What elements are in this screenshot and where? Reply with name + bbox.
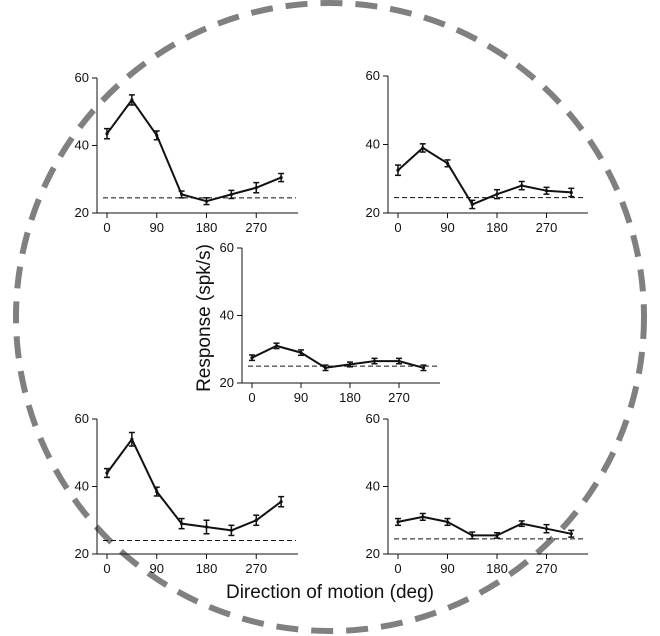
x-tick-label: 90 [440, 220, 454, 235]
tuning-curve-line [251, 344, 424, 369]
x-tick-label: 0 [394, 220, 401, 235]
data-point [229, 528, 233, 532]
data-point [180, 522, 184, 526]
data-point [421, 515, 425, 519]
y-tick-label: 20 [75, 546, 89, 561]
x-axis-title: Direction of motion (deg) [226, 582, 434, 603]
tuning-panel-bottom-left: 20 40 60 0 90 180 270 [75, 411, 298, 576]
data-point [544, 189, 549, 193]
tuning-panel-center: 20 40 60 0 90 180 270 [220, 240, 440, 405]
data-point [470, 533, 474, 538]
y-tick-label: 40 [75, 138, 89, 153]
y-axis-title: Response (spk/s) [194, 244, 215, 392]
data-point [569, 190, 573, 195]
data-point [155, 133, 159, 137]
y-tick-label: 60 [75, 70, 89, 85]
tuning-curve-line [106, 438, 282, 532]
y-tick-label: 40 [75, 479, 89, 494]
data-point [105, 132, 109, 136]
data-point [544, 527, 549, 531]
tuning-curve-line [397, 146, 572, 206]
data-point [372, 359, 377, 363]
data-point [204, 199, 209, 203]
x-tick-label: 180 [486, 561, 508, 576]
y-tick-label: 20 [75, 205, 89, 220]
x-tick-label: 0 [103, 561, 110, 576]
x-tick-label: 270 [536, 561, 558, 576]
x-tick-label: 90 [440, 561, 454, 576]
y-tick-label: 20 [366, 205, 380, 220]
data-point [396, 520, 400, 524]
data-point [470, 202, 474, 207]
data-point [421, 366, 426, 370]
x-tick-label: 90 [150, 561, 164, 576]
data-point [569, 532, 573, 536]
data-point [155, 489, 159, 494]
data-point [421, 146, 425, 150]
data-point [279, 500, 283, 504]
tuning-panel-bottom-right: 20 40 60 0 90 180 270 [366, 411, 588, 576]
data-point [520, 522, 524, 526]
y-tick-label: 20 [366, 546, 380, 561]
x-tick-label: 270 [388, 390, 410, 405]
data-point [397, 359, 401, 363]
data-point [445, 520, 450, 524]
data-point [348, 362, 352, 367]
data-point [520, 184, 524, 188]
x-tick-label: 270 [245, 220, 267, 235]
x-tick-label: 0 [103, 220, 110, 235]
data-point [495, 533, 499, 538]
y-tick-label: 40 [220, 308, 234, 323]
y-tick-label: 60 [220, 240, 234, 255]
data-point [323, 366, 328, 370]
x-tick-label: 270 [245, 561, 267, 576]
data-point [274, 344, 279, 348]
x-tick-label: 180 [196, 561, 218, 576]
y-tick-label: 40 [366, 479, 380, 494]
data-point [495, 192, 499, 196]
data-point [254, 518, 258, 522]
tuning-curve-line [106, 98, 282, 203]
x-tick-label: 180 [339, 390, 361, 405]
y-tick-label: 60 [366, 411, 380, 426]
receptive-field-circle [13, 0, 647, 634]
data-point [445, 161, 450, 165]
y-tick-label: 40 [366, 137, 380, 152]
x-tick-label: 90 [294, 390, 308, 405]
x-tick-label: 180 [196, 220, 218, 235]
y-tick-label: 60 [75, 411, 89, 426]
data-point [254, 186, 258, 190]
data-point [229, 192, 233, 197]
tuning-curve-line [397, 515, 572, 537]
data-point [250, 356, 254, 360]
data-point [130, 98, 134, 102]
data-point [180, 192, 184, 197]
x-tick-label: 270 [536, 220, 558, 235]
y-tick-label: 60 [366, 68, 380, 83]
x-tick-label: 0 [248, 390, 255, 405]
data-point [130, 437, 134, 441]
data-point [279, 175, 283, 180]
tuning-panel-top-left: 20 40 60 0 90 180 270 [75, 70, 298, 235]
tuning-panel-top-right: 20 40 60 0 90 180 270 [366, 68, 588, 235]
x-tick-label: 0 [394, 561, 401, 576]
data-point [299, 351, 303, 355]
x-tick-label: 90 [150, 220, 164, 235]
data-point [105, 471, 109, 475]
x-tick-label: 180 [486, 220, 508, 235]
data-point [204, 525, 209, 529]
data-point [396, 168, 400, 172]
y-tick-label: 20 [220, 375, 234, 390]
